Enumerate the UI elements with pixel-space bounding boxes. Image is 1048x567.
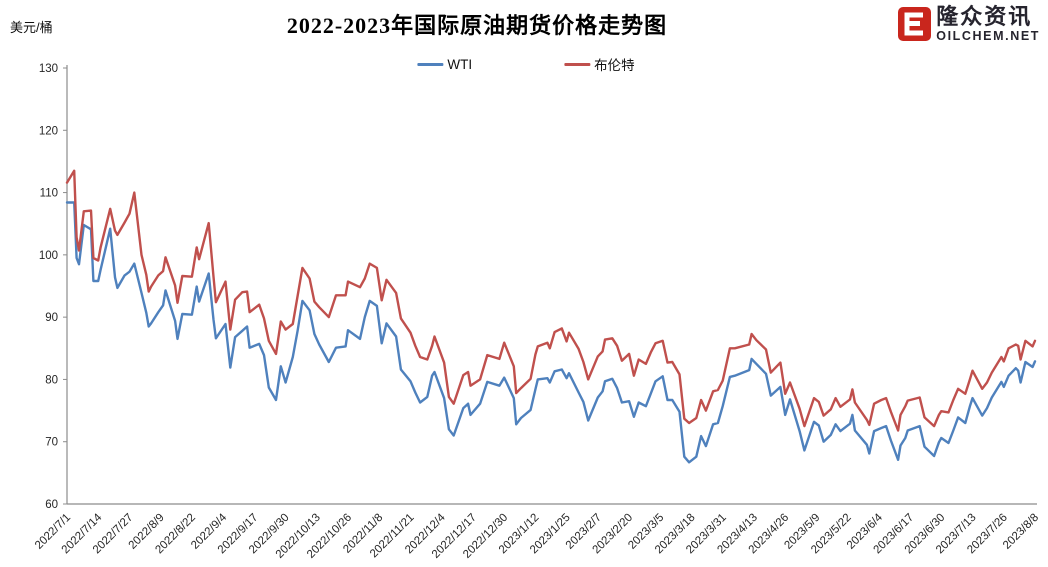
svg-text:70: 70 bbox=[45, 437, 58, 449]
brent-line-swatch-icon bbox=[564, 62, 591, 66]
legend-label-wti: WTI bbox=[447, 56, 473, 72]
chart-legend: WTI 布伦特 bbox=[417, 54, 635, 74]
logo-e-glyph-icon bbox=[898, 7, 932, 42]
svg-text:80: 80 bbox=[45, 374, 58, 386]
legend-item-wti: WTI bbox=[417, 57, 472, 72]
logo-text-block: 隆众资讯 OILCHEM.NET bbox=[936, 6, 1040, 43]
oilchem-logo-icon bbox=[898, 6, 932, 42]
logo-company-name: 隆众资讯 bbox=[936, 4, 1033, 29]
svg-text:100: 100 bbox=[39, 250, 58, 262]
legend-item-brent: 布伦特 bbox=[564, 54, 635, 74]
y-axis-unit-label: 美元/桶 bbox=[10, 20, 53, 35]
svg-text:90: 90 bbox=[45, 312, 58, 324]
legend-label-brent: 布伦特 bbox=[594, 58, 635, 73]
logo-domain: OILCHEM.NET bbox=[936, 29, 1040, 43]
svg-text:110: 110 bbox=[40, 188, 58, 200]
svg-text:130: 130 bbox=[39, 63, 58, 75]
chart-title: 2022-2023年国际原油期货价格走势图 bbox=[286, 13, 668, 38]
oilchem-logo: 隆众资讯 OILCHEM.NET bbox=[898, 6, 1040, 43]
svg-text:120: 120 bbox=[39, 125, 58, 137]
wti-line-swatch-icon bbox=[417, 62, 444, 66]
svg-text:60: 60 bbox=[45, 499, 58, 511]
